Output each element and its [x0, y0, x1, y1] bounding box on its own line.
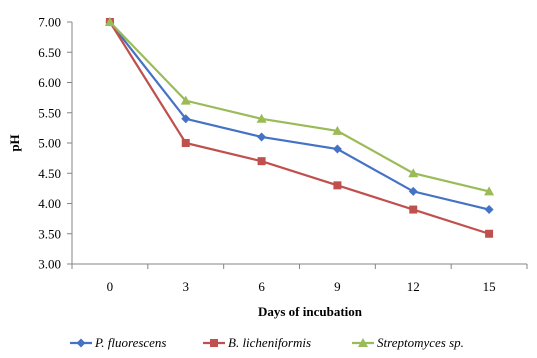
y-tick-label: 5.50: [38, 105, 61, 120]
data-point: [408, 168, 419, 178]
y-tick-label: 5.00: [38, 136, 61, 151]
legend-item: Streptomyces sp.: [352, 335, 464, 350]
y-tick-label: 3.50: [38, 226, 61, 241]
data-point: [409, 205, 418, 214]
y-tick-label: 6.50: [38, 45, 61, 60]
x-tick-label: 3: [183, 279, 190, 294]
y-tick-label: 6.00: [38, 75, 61, 90]
y-tick-label: 4.50: [38, 166, 61, 181]
series-line: [109, 21, 490, 193]
legend-marker: [358, 338, 368, 347]
x-tick-label: 0: [107, 279, 114, 294]
x-tick-label: 9: [334, 279, 341, 294]
y-tick-label: 4.00: [38, 196, 61, 211]
x-tick-label: 15: [483, 279, 496, 294]
y-tick-labels: 3.00 3.50 4.00 4.50 5.00 5.50 6.00 6.50 7.00: [38, 15, 61, 272]
data-point: [256, 113, 267, 123]
y-tick-label: 3.00: [38, 257, 61, 272]
legend-item: P. fluorescens: [70, 335, 167, 350]
data-point: [484, 205, 494, 215]
x-tick-label: 12: [407, 279, 420, 294]
series-1: [105, 18, 494, 238]
data-point: [333, 181, 342, 190]
data-point: [485, 229, 494, 238]
legend-marker: [210, 339, 218, 347]
data-point: [257, 157, 266, 166]
data-point: [181, 139, 190, 147]
data-point: [332, 144, 342, 154]
y-axis-title: pH: [7, 134, 22, 151]
legend-marker: [76, 338, 86, 348]
x-axis-title: Days of incubation: [258, 304, 363, 319]
data-point: [408, 186, 418, 196]
series-0: [105, 17, 494, 215]
data-point: [104, 17, 115, 26]
x-tick-labels: 0 3 6 9 12 15: [107, 279, 496, 294]
legend-item: B. licheniformis: [203, 335, 311, 350]
legend-label: P. fluorescens: [94, 335, 167, 350]
series-line: [109, 21, 490, 211]
x-tick-label: 6: [258, 279, 265, 294]
series-2: [104, 17, 495, 196]
y-tick-label: 7.00: [38, 15, 61, 30]
legend-label: Streptomyces sp.: [377, 335, 464, 350]
data-point: [181, 114, 191, 124]
data-point: [180, 95, 191, 105]
data-point: [332, 125, 343, 135]
series-line: [108, 21, 490, 235]
axes: [67, 21, 528, 269]
legend: P. fluorescens B. licheniformis Streptomyc…: [70, 335, 464, 350]
data-point: [484, 186, 495, 196]
legend-label: B. licheniformis: [228, 335, 311, 350]
data-point: [257, 132, 267, 142]
series-layer: [104, 17, 495, 238]
